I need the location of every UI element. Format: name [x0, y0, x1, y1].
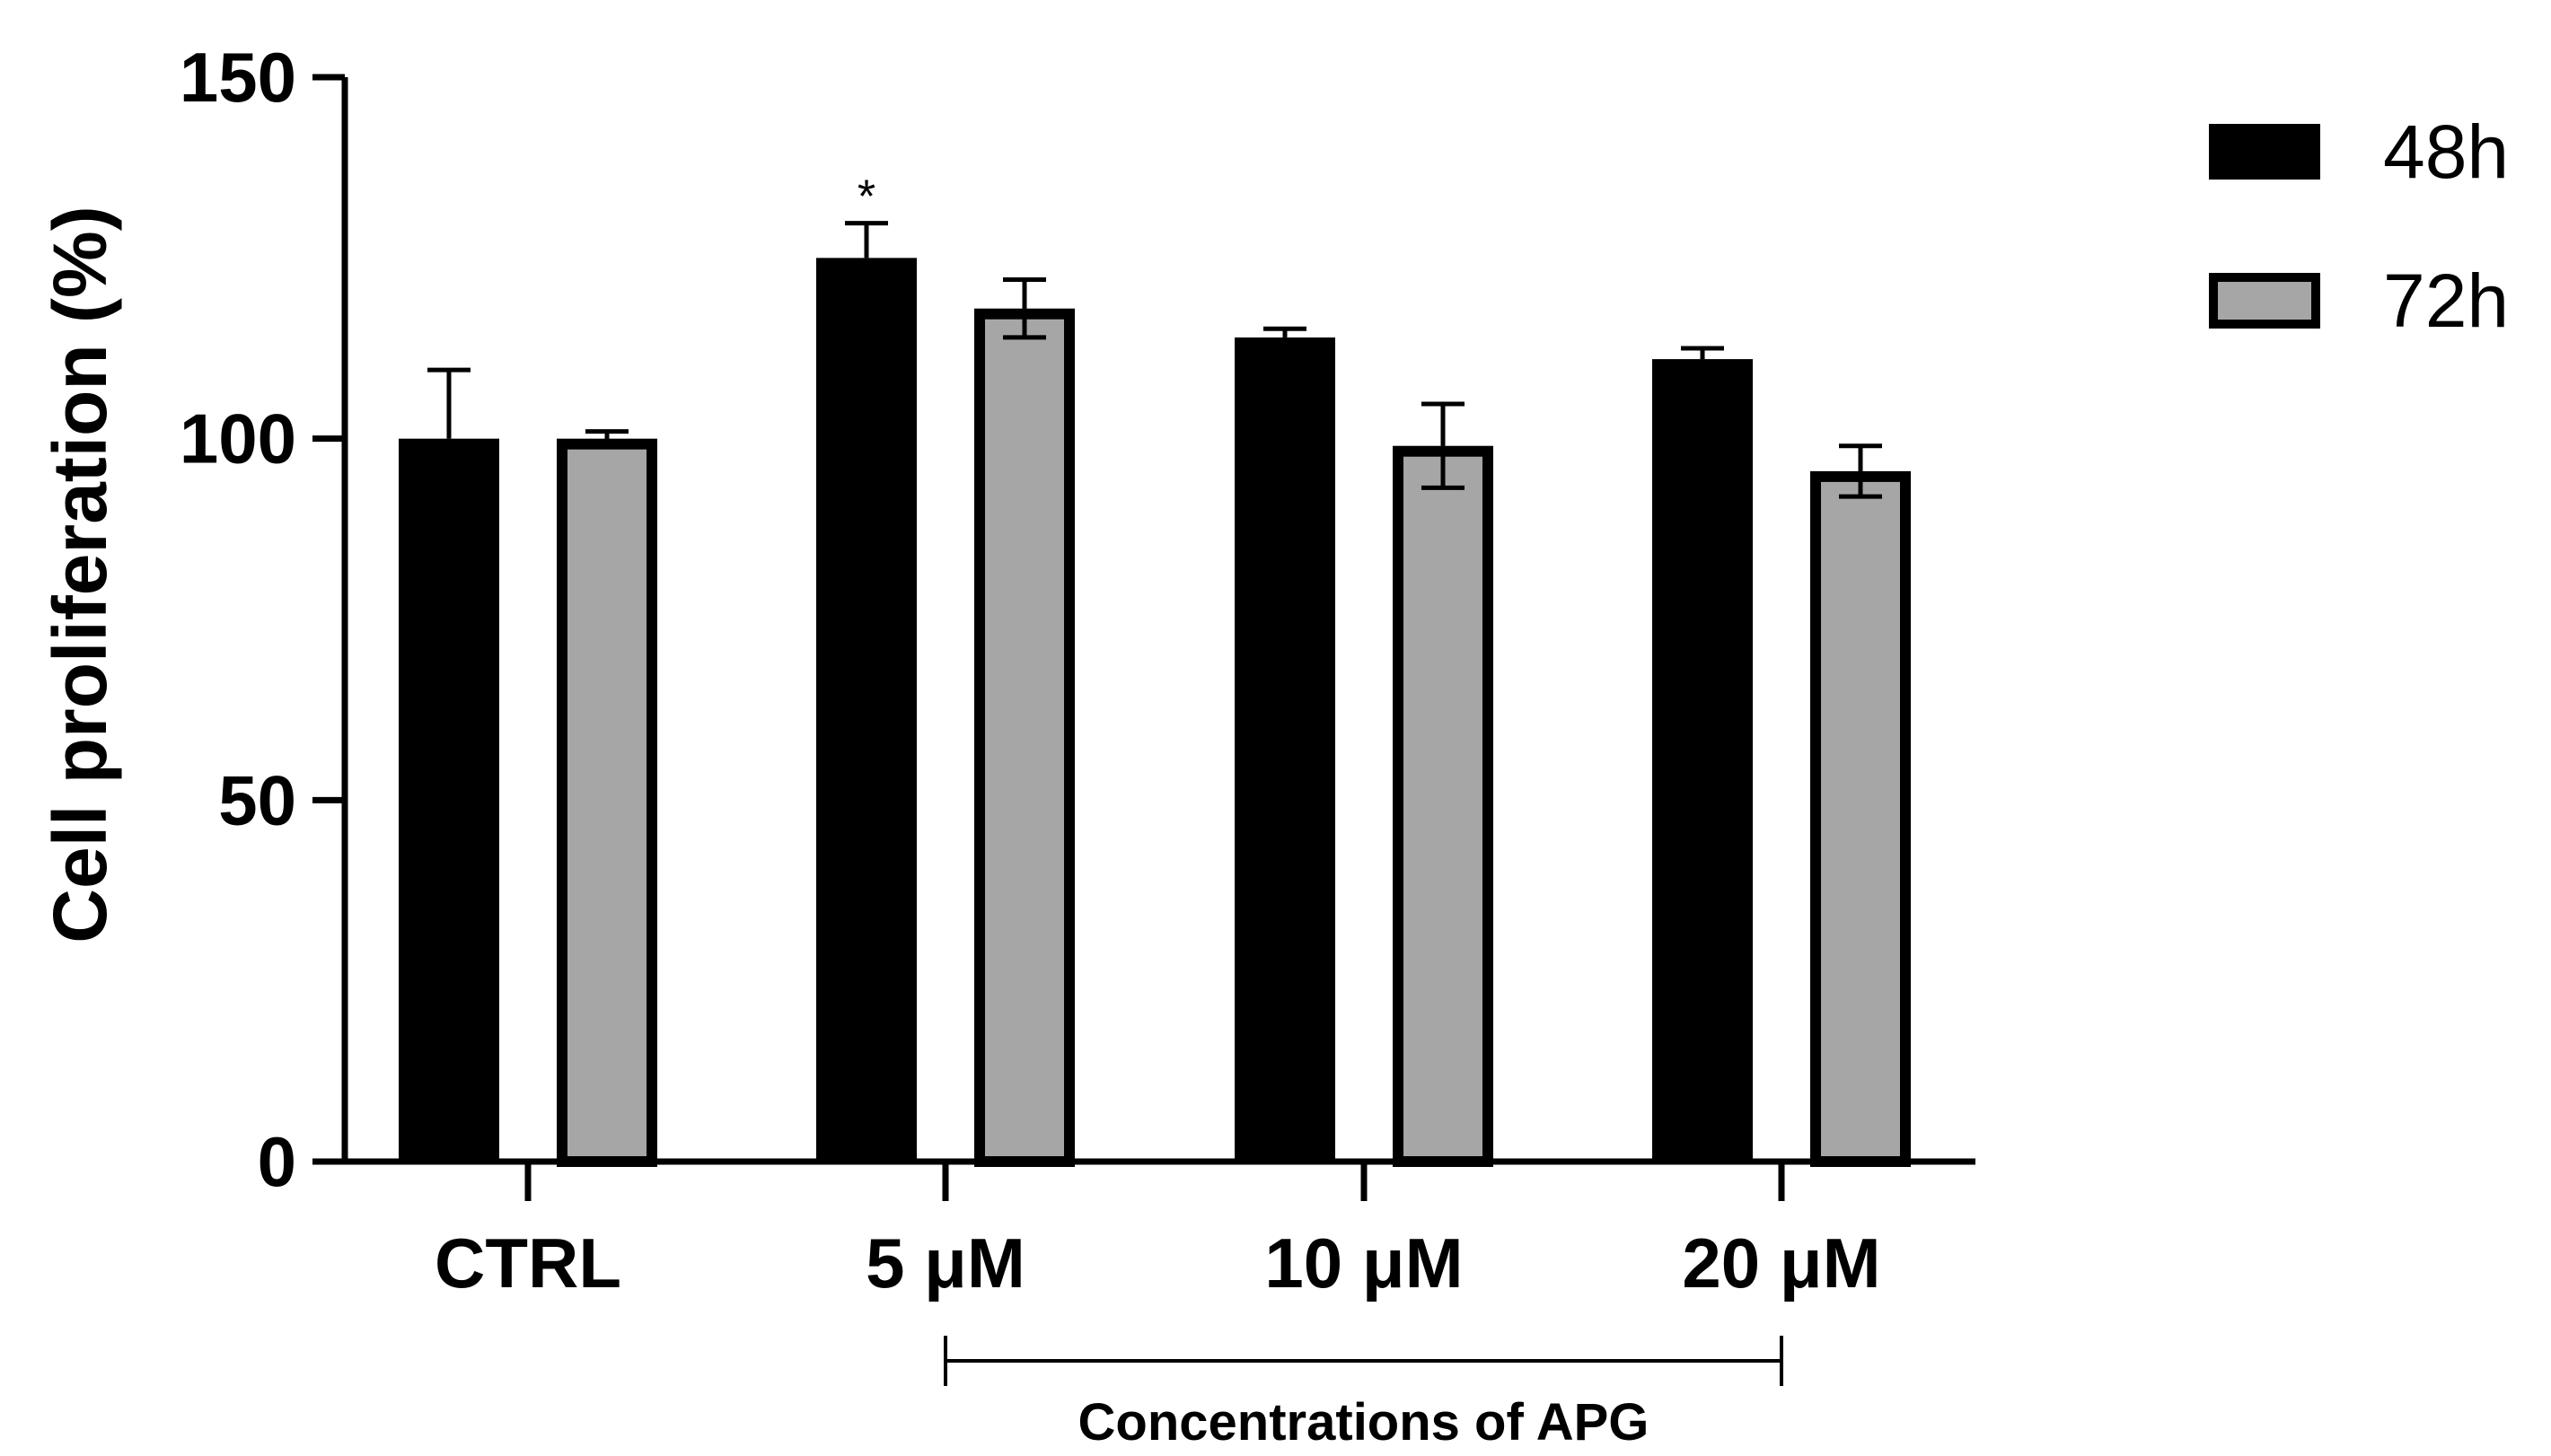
x-category-label: 20 μM [1682, 1224, 1880, 1303]
legend: 48h 72h [2209, 110, 2509, 343]
legend-swatch-72h [2209, 273, 2320, 329]
bar-48h-2 [1235, 337, 1335, 1162]
x-category-label: 5 μM [866, 1224, 1025, 1303]
x-category-label: 10 μM [1264, 1224, 1463, 1303]
plot-area: 0 50 100 150 CTRL 5 μM 10 μM 20 μM * Concentratio… [180, 38, 1975, 1452]
y-axis-label: Cell proliferation (%) [38, 206, 122, 943]
legend-swatch-48h [2209, 124, 2320, 180]
bar-72h-2 [1393, 445, 1493, 1168]
bar-48h-1 [816, 258, 917, 1162]
bar-72h-0 [557, 438, 657, 1167]
y-tick-label: 150 [180, 38, 296, 117]
legend-label-48h: 48h [2383, 110, 2509, 194]
y-axis-label-group: Cell proliferation (%) [38, 206, 122, 943]
group-bracket-label: Concentrations of APG [1078, 1393, 1649, 1452]
bar-48h-0 [399, 438, 499, 1162]
y-tick-label: 100 [180, 399, 296, 478]
y-tick-label: 0 [258, 1122, 296, 1201]
bar-48h-3 [1652, 359, 1753, 1162]
bar-72h-3 [1810, 470, 1911, 1167]
x-category-label: CTRL [435, 1224, 621, 1303]
legend-label-72h: 72h [2383, 259, 2509, 343]
y-tick-label: 50 [218, 760, 296, 839]
bar-72h-1 [974, 308, 1075, 1167]
significance-marker: * [858, 171, 875, 224]
